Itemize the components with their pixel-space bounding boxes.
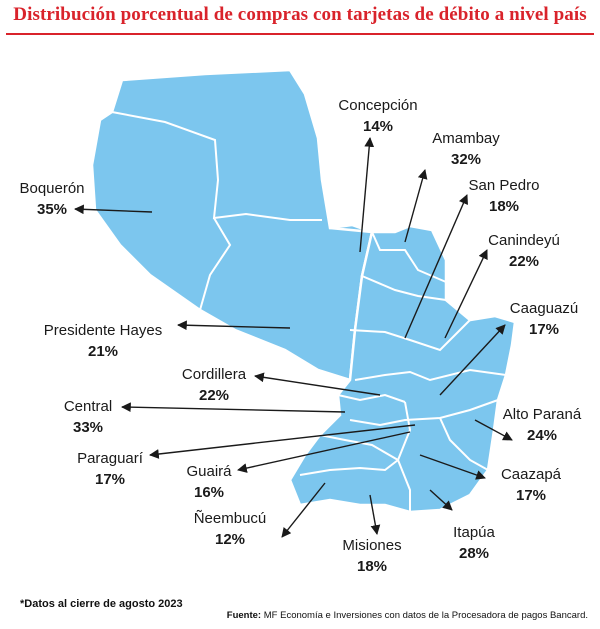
label-presidentehayes: Presidente Hayes 21% <box>30 320 176 362</box>
caazapa-name: Caazapá <box>500 466 562 483</box>
label-paraguari: Paraguarí 17% <box>64 448 156 490</box>
arrow-canindeyu <box>444 249 488 339</box>
cordillera-percent: 22% <box>198 387 230 404</box>
arrow-presidentehayes <box>177 320 291 331</box>
chart-title: Distribución porcentual de compras con t… <box>13 4 587 25</box>
caazapa-percent: 17% <box>515 487 547 504</box>
source-text: MF Economía e Inversiones con datos de l… <box>261 610 588 621</box>
guaira-name: Guairá <box>186 463 232 480</box>
guaira-percent: 16% <box>193 484 225 501</box>
label-cordillera: Cordillera 22% <box>166 364 262 406</box>
sanpedro-name: San Pedro <box>468 177 540 194</box>
caaguazu-percent: 17% <box>528 321 560 338</box>
label-boqueron: Boquerón 35% <box>6 178 98 220</box>
itapua-percent: 28% <box>458 545 490 562</box>
arrow-altoparana <box>474 419 513 441</box>
label-misiones: Misiones 18% <box>326 535 418 577</box>
neembucu-name: Ñeembucú <box>193 510 267 527</box>
boqueron-percent: 35% <box>36 201 68 218</box>
label-arrows <box>74 137 513 538</box>
arrow-concepcion <box>359 137 375 253</box>
caaguazu-name: Caaguazú <box>509 300 579 317</box>
source-line: Fuente: MF Economía e Inversiones con da… <box>227 610 588 621</box>
paraguari-name: Paraguarí <box>77 450 143 467</box>
concepcion-percent: 14% <box>362 118 394 135</box>
label-canindeyu: Canindeyú 22% <box>478 230 570 272</box>
boqueron-name: Boquerón <box>19 180 85 197</box>
arrow-central <box>121 402 346 413</box>
arrow-caaguazu <box>439 324 506 396</box>
label-central: Central 33% <box>42 396 134 438</box>
paraguari-percent: 17% <box>94 471 126 488</box>
label-neembucu: Ñeembucú 12% <box>182 508 278 550</box>
altoparana-percent: 24% <box>526 427 558 444</box>
arrow-boqueron <box>74 204 153 215</box>
label-sanpedro: San Pedro 18% <box>458 175 550 217</box>
arrow-caazapa <box>419 454 486 480</box>
label-altoparana: Alto Paraná 24% <box>492 404 592 446</box>
arrow-amambay <box>404 169 428 243</box>
canindeyu-percent: 22% <box>508 253 540 270</box>
label-caazapa: Caazapá 17% <box>485 464 577 506</box>
label-caaguazu: Caaguazú 17% <box>498 298 590 340</box>
neembucu-percent: 12% <box>214 531 246 548</box>
arrow-guaira <box>237 431 411 473</box>
cordillera-name: Cordillera <box>181 366 247 383</box>
canindeyu-name: Canindeyú <box>488 232 560 249</box>
concepcion-name: Concepción <box>338 97 418 114</box>
department-borders <box>111 111 507 512</box>
arrow-neembucu <box>281 482 326 538</box>
arrow-sanpedro <box>404 194 468 339</box>
arrow-cordillera <box>254 372 381 396</box>
label-concepcion: Concepción 14% <box>332 95 424 137</box>
itapua-name: Itapúa <box>453 524 495 541</box>
label-amambay: Amambay 32% <box>420 128 512 170</box>
label-guaira: Guairá 16% <box>163 461 255 503</box>
misiones-percent: 18% <box>356 558 388 575</box>
central-name: Central <box>63 398 113 415</box>
amambay-name: Amambay <box>432 130 500 147</box>
data-note: *Datos al cierre de agosto 2023 <box>20 598 183 610</box>
label-itapua: Itapúa 28% <box>428 522 520 564</box>
presidentehayes-name: Presidente Hayes <box>43 322 163 339</box>
sanpedro-percent: 18% <box>488 198 520 215</box>
arrow-misiones <box>369 494 381 535</box>
arrow-paraguari <box>149 424 416 459</box>
title-underline <box>6 33 594 35</box>
altoparana-name: Alto Paraná <box>502 406 582 423</box>
amambay-percent: 32% <box>450 151 482 168</box>
presidentehayes-percent: 21% <box>87 343 119 360</box>
central-percent: 33% <box>72 419 104 436</box>
arrow-itapua <box>429 489 453 511</box>
misiones-name: Misiones <box>342 537 402 554</box>
source-label: Fuente: <box>226 610 262 621</box>
